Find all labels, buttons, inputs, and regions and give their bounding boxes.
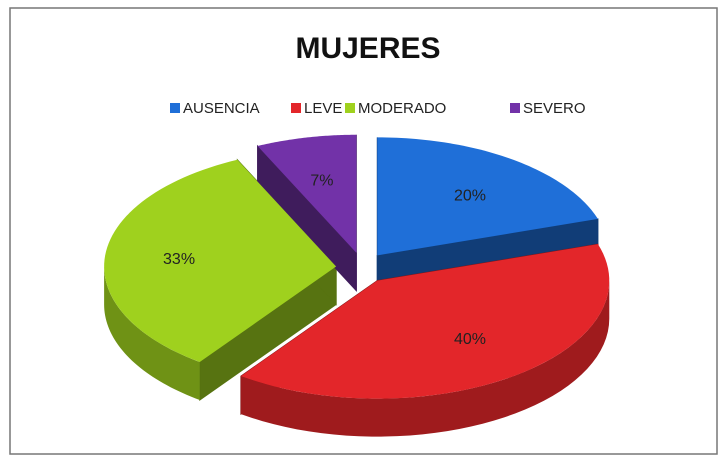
legend-label: AUSENCIA [183,100,260,117]
slice-outer-wall [240,280,610,437]
slice-outer-wall [104,266,200,400]
data-label: 7% [310,173,333,190]
slice [257,134,357,253]
chart-title: MUJERES [295,32,440,65]
legend-swatch [170,103,180,113]
legend-label: LEVE [304,100,342,117]
data-label: 33% [163,251,195,268]
legend-swatch [510,103,520,113]
tops [104,134,610,399]
labels: 20% 40% 33% 7% [163,173,486,348]
legend-label: MODERADO [358,100,446,117]
slice [377,137,598,256]
legend: AUSENCIA LEVE MODERADO SEVERO [170,100,586,117]
data-label: 40% [454,331,486,348]
legend-swatch [345,103,355,113]
legend-label: SEVERO [523,100,586,117]
slice [104,159,337,362]
slice [240,244,610,399]
legend-swatch [291,103,301,113]
data-label: 20% [454,187,486,204]
